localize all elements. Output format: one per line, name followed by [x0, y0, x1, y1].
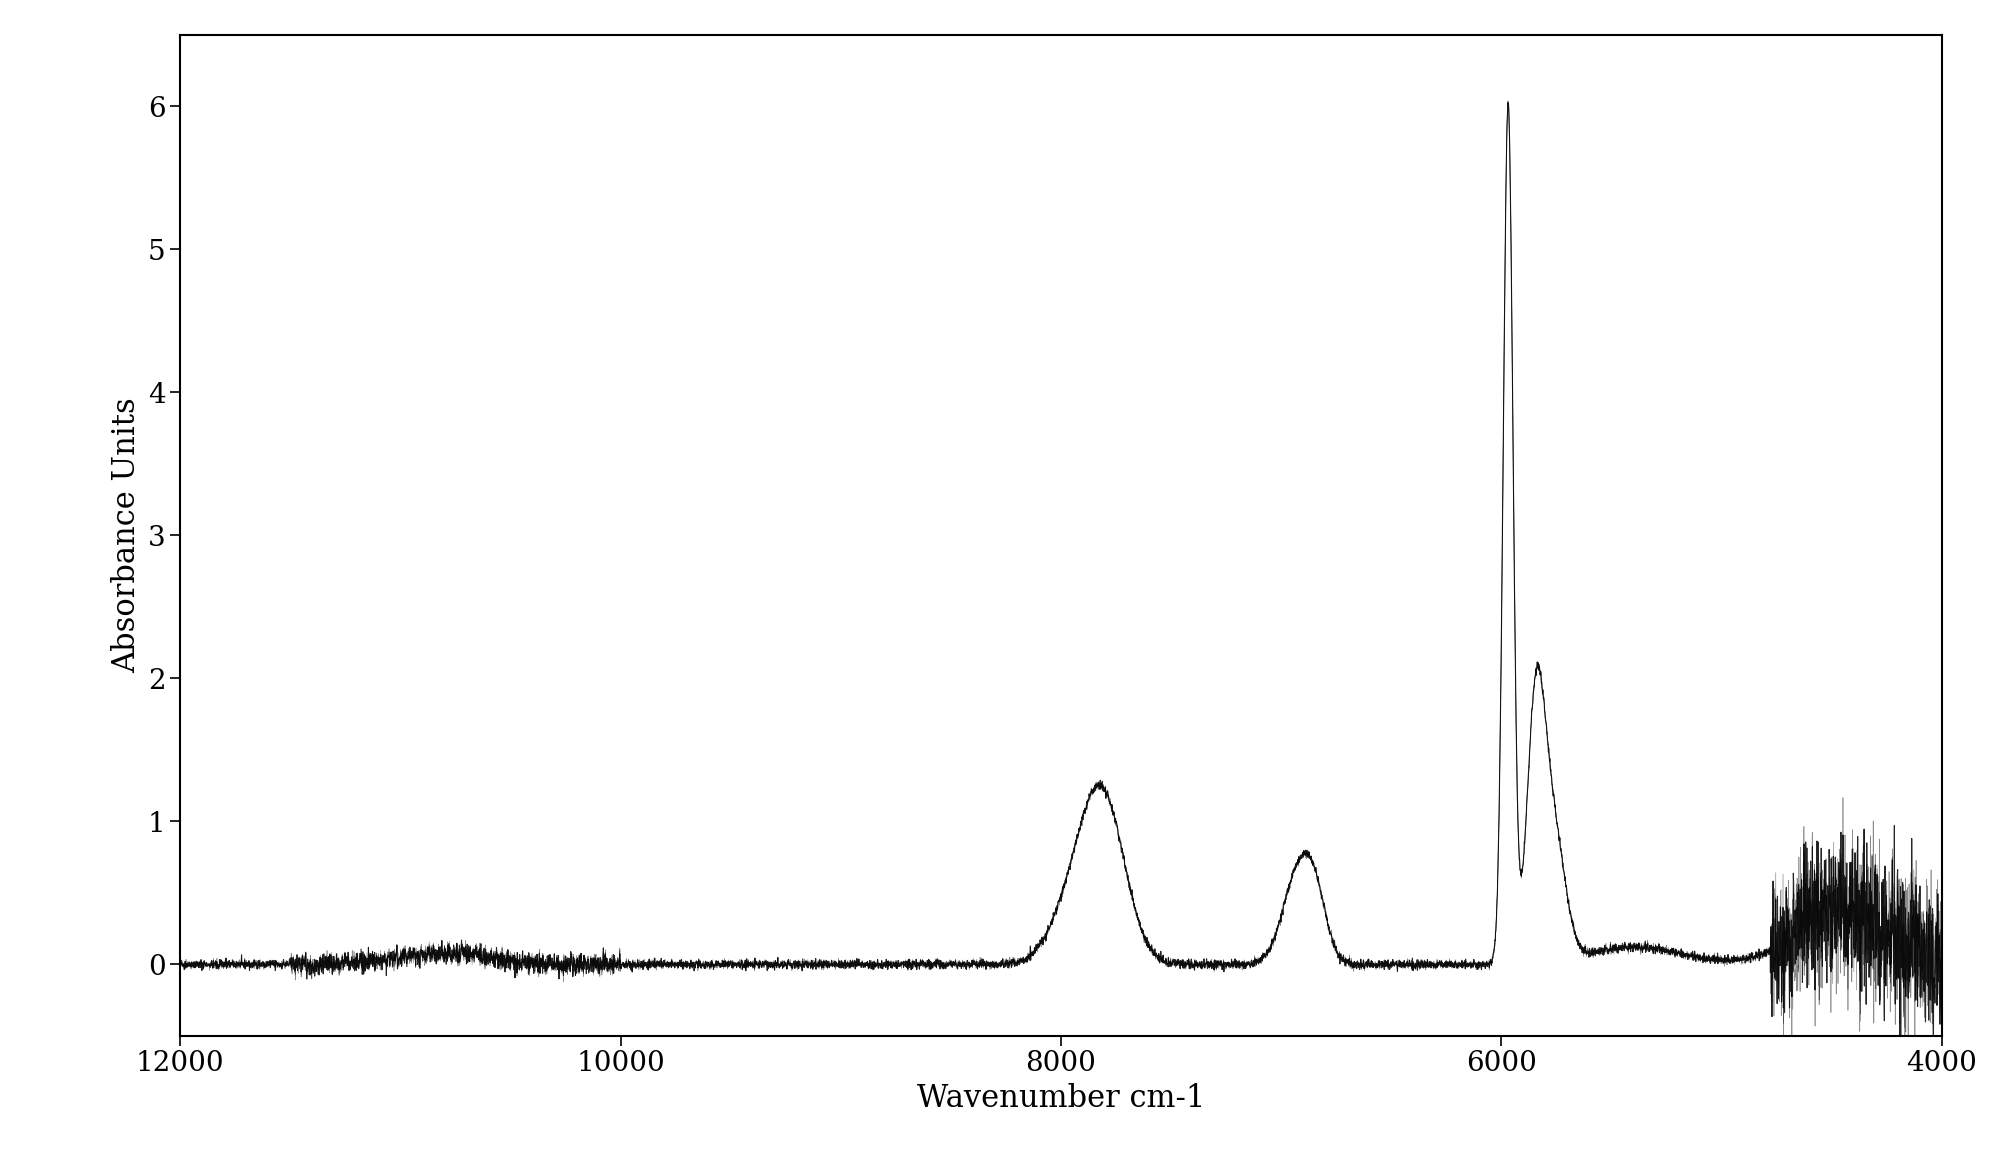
Y-axis label: Absorbance Units: Absorbance Units — [112, 397, 142, 673]
X-axis label: Wavenumber cm-1: Wavenumber cm-1 — [917, 1083, 1205, 1114]
